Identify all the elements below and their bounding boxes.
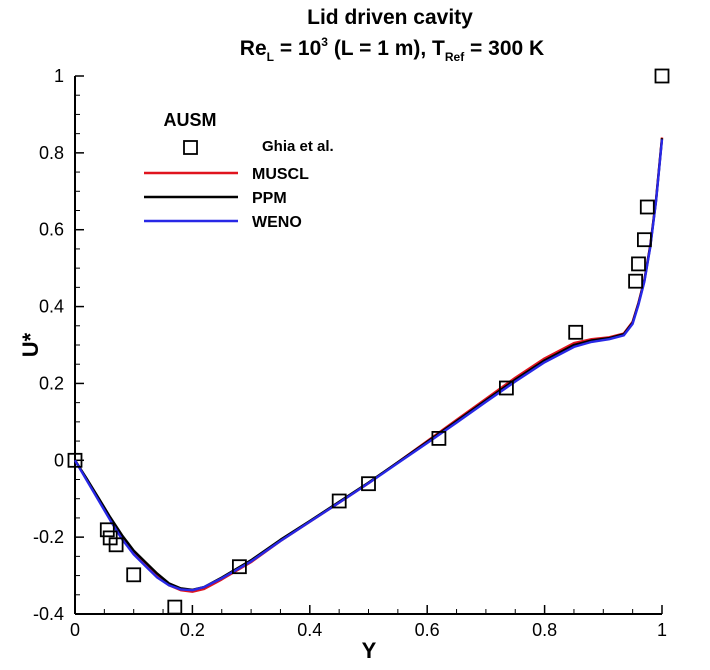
y-tick-label: -0.4 xyxy=(33,604,64,624)
title-mid: (L = 1 m), T xyxy=(328,37,445,60)
data-point-ghia-et-al xyxy=(631,256,646,272)
y-tick-label: 0.6 xyxy=(39,220,64,240)
title-eq1: = 10 xyxy=(274,37,321,60)
x-tick-label: 0 xyxy=(70,620,80,640)
data-point-ghia-et-al xyxy=(99,522,115,538)
y-axis-label: U* xyxy=(18,332,43,357)
title-t-subscript: Ref xyxy=(445,50,465,64)
data-point-ghia-et-al xyxy=(108,537,124,553)
y-tick-label: 0.4 xyxy=(39,297,64,317)
chart-title-line2: ReL = 103 (L = 1 m), TRef = 300 K xyxy=(240,35,544,64)
x-tick-label: 0.4 xyxy=(297,620,322,640)
data-point-ghia-et-al xyxy=(654,68,670,84)
legend-label-weno: WENO xyxy=(252,214,302,231)
data-point-ghia-et-al xyxy=(568,324,584,340)
data-point-ghia-et-al xyxy=(639,199,655,215)
series-layer xyxy=(67,68,670,615)
data-point-ghia-et-al xyxy=(231,559,247,575)
y-tick-label: 0.2 xyxy=(39,373,64,393)
data-point-ghia-et-al xyxy=(431,430,447,446)
legend: AUSM Ghia et al. MUSCL PPM WENO xyxy=(144,110,334,231)
legend-marker-ghia xyxy=(183,140,198,155)
title-re-subscript: L xyxy=(267,50,274,64)
data-point-ghia-et-al xyxy=(331,493,347,509)
x-tick-label: 0.2 xyxy=(180,620,205,640)
data-point-ghia-et-al xyxy=(498,380,514,396)
y-tick-label: -0.2 xyxy=(33,527,64,547)
title-re: Re xyxy=(240,37,267,60)
title-end: = 300 K xyxy=(464,37,544,60)
legend-label-ghia: Ghia et al. xyxy=(262,138,334,155)
legend-label-ppm: PPM xyxy=(252,190,287,207)
x-tick-label: 0.8 xyxy=(532,620,557,640)
legend-label-muscl: MUSCL xyxy=(252,166,309,183)
x-tick-label: 0.6 xyxy=(415,620,440,640)
series-line-ppm xyxy=(73,138,664,591)
chart-title-line1: Lid driven cavity xyxy=(307,6,473,29)
series-line-weno xyxy=(73,139,664,592)
data-point-ghia-et-al xyxy=(637,232,652,248)
data-point-ghia-et-al xyxy=(361,476,376,492)
x-tick-label: 1 xyxy=(657,620,667,640)
data-point-ghia-et-al xyxy=(126,567,142,583)
data-point-ghia-et-al xyxy=(628,273,643,289)
y-tick-label: 0.8 xyxy=(39,143,64,163)
legend-title: AUSM xyxy=(164,110,217,130)
y-tick-label: 1 xyxy=(54,66,64,86)
data-point-ghia-et-al xyxy=(67,452,83,468)
axes: 0 0.2 0.4 0.6 0.8 1 -0.4 -0.2 0 0.2 0.4 0.6 0.8 1 xyxy=(33,66,667,640)
series-line-muscl xyxy=(73,137,664,593)
data-point-ghia-et-al xyxy=(167,599,183,615)
x-axis-label: Y xyxy=(362,638,377,663)
y-tick-label: 0 xyxy=(54,450,64,470)
title-exponent: 3 xyxy=(321,35,328,49)
